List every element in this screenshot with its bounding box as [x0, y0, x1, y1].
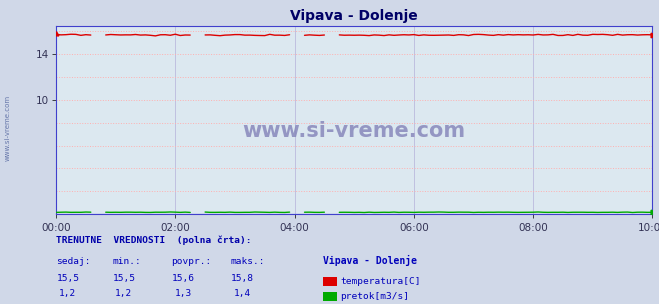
- Text: 1,2: 1,2: [59, 289, 76, 299]
- Title: Vipava - Dolenje: Vipava - Dolenje: [291, 9, 418, 23]
- Text: www.si-vreme.com: www.si-vreme.com: [243, 121, 466, 141]
- Text: 15,5: 15,5: [57, 274, 79, 283]
- Text: sedaj:: sedaj:: [56, 257, 90, 267]
- Text: pretok[m3/s]: pretok[m3/s]: [340, 292, 409, 301]
- Text: Vipava - Dolenje: Vipava - Dolenje: [323, 255, 417, 267]
- Text: povpr.:: povpr.:: [171, 257, 212, 267]
- Text: temperatura[C]: temperatura[C]: [340, 277, 420, 286]
- Text: www.si-vreme.com: www.si-vreme.com: [5, 95, 11, 161]
- Text: 15,6: 15,6: [172, 274, 194, 283]
- Text: 1,2: 1,2: [115, 289, 132, 299]
- Text: maks.:: maks.:: [231, 257, 265, 267]
- Text: min.:: min.:: [112, 257, 141, 267]
- Text: 1,3: 1,3: [175, 289, 192, 299]
- Text: 15,5: 15,5: [113, 274, 135, 283]
- Text: 15,8: 15,8: [231, 274, 254, 283]
- Text: TRENUTNE  VREDNOSTI  (polna črta):: TRENUTNE VREDNOSTI (polna črta):: [56, 236, 252, 245]
- Text: 1,4: 1,4: [234, 289, 251, 299]
